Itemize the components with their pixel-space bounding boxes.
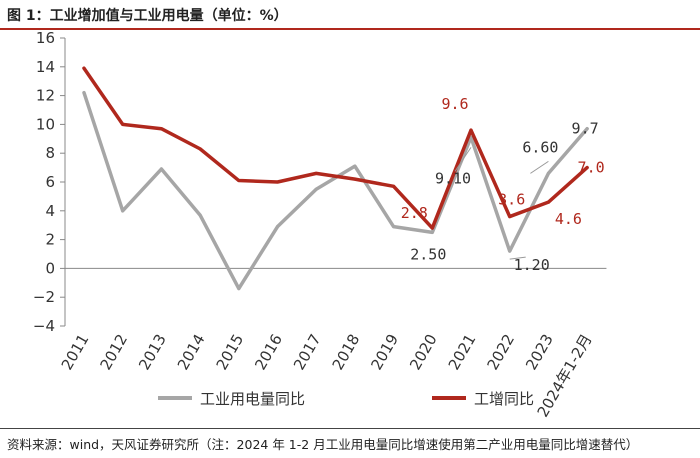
legend: 工业用电量同比 工增同比 bbox=[158, 390, 534, 408]
electricity-point bbox=[121, 209, 125, 213]
y-tick-label: 8 bbox=[45, 144, 55, 162]
industrial-point bbox=[121, 122, 125, 126]
y-tick-label: 14 bbox=[36, 58, 55, 76]
footer-divider bbox=[0, 428, 700, 429]
chart-title: 图 1：工业增加值与工业用电量（单位：%） bbox=[7, 8, 288, 24]
y-tick-label: −2 bbox=[33, 288, 55, 306]
electricity-point bbox=[198, 213, 202, 217]
electricity-point bbox=[159, 167, 163, 171]
electricity-point bbox=[314, 187, 318, 191]
electricity-point bbox=[392, 225, 396, 229]
electricity-point bbox=[546, 171, 550, 175]
y-tick-label: 0 bbox=[45, 259, 55, 277]
x-tick-label: 2013 bbox=[135, 331, 170, 373]
industrial-point bbox=[392, 184, 396, 188]
y-tick-label: −4 bbox=[33, 317, 55, 335]
label-leader bbox=[509, 256, 526, 260]
industrial-value-added-line bbox=[82, 66, 589, 230]
y-axis-ticks: 16 14 12 10 8 6 4 2 0 −2 −4 bbox=[33, 29, 65, 335]
x-tick-label: 2022 bbox=[483, 331, 518, 373]
industrial-point bbox=[353, 177, 357, 181]
industrial-point bbox=[585, 166, 589, 170]
y-tick-label: 2 bbox=[45, 231, 55, 249]
y-tick-label: 12 bbox=[36, 87, 55, 105]
axes bbox=[64, 38, 607, 326]
x-tick-label: 2018 bbox=[329, 331, 364, 373]
legend-label-electricity: 工业用电量同比 bbox=[200, 390, 305, 408]
industrial-data-label: 4.6 bbox=[555, 210, 582, 228]
label-leader bbox=[530, 160, 549, 174]
electricity-data-label: 1.20 bbox=[514, 256, 550, 274]
x-tick-label: 2020 bbox=[406, 331, 441, 373]
industrial-point bbox=[82, 66, 86, 70]
x-tick-label: 2015 bbox=[213, 331, 248, 373]
x-tick-label: 2021 bbox=[445, 331, 480, 373]
industrial-point bbox=[430, 226, 434, 230]
electricity-data-label: 9.10 bbox=[435, 169, 471, 187]
industrial-data-label: 9.6 bbox=[441, 95, 468, 113]
electricity-point bbox=[508, 249, 512, 253]
industrial-point bbox=[159, 127, 163, 131]
data-labels: 2.50 9.10 1.20 6.60 9.7 2.8 9.6 3.6 4.6 7.0 bbox=[401, 95, 605, 274]
source-note: 资料来源：wind，天风证券研究所（注：2024 年 1-2 月工业用电量同比增… bbox=[7, 437, 639, 452]
x-tick-label: 2012 bbox=[96, 331, 131, 373]
industrial-data-label: 3.6 bbox=[498, 191, 525, 209]
x-tick-label: 2017 bbox=[290, 331, 325, 373]
title-bar: 图 1：工业增加值与工业用电量（单位：%） bbox=[0, 0, 700, 30]
x-tick-label: 2023 bbox=[522, 331, 557, 373]
industrial-data-label: 2.8 bbox=[401, 204, 428, 222]
electricity-point bbox=[585, 127, 589, 131]
x-tick-label: 2019 bbox=[367, 331, 402, 373]
electricity-point bbox=[276, 225, 279, 229]
industrial-point bbox=[198, 147, 202, 151]
label-leader bbox=[454, 147, 472, 172]
y-tick-label: 4 bbox=[45, 202, 55, 220]
y-tick-label: 10 bbox=[36, 115, 55, 133]
electricity-data-label: 6.60 bbox=[522, 138, 558, 156]
y-tick-label: 6 bbox=[45, 173, 55, 191]
industrial-point bbox=[314, 171, 318, 175]
industrial-point bbox=[546, 200, 550, 204]
x-tick-label: 2014 bbox=[174, 331, 209, 373]
electricity-point bbox=[237, 287, 241, 291]
industrial-data-label: 7.0 bbox=[578, 159, 605, 177]
y-tick-label: 16 bbox=[36, 29, 55, 47]
industrial-point bbox=[237, 179, 241, 183]
electricity-point bbox=[430, 230, 434, 234]
electricity-point bbox=[353, 164, 357, 168]
x-tick-label: 2016 bbox=[251, 331, 286, 373]
electricity-data-label: 2.50 bbox=[410, 245, 446, 263]
legend-label-industrial: 工增同比 bbox=[474, 390, 534, 408]
series-lines bbox=[82, 66, 589, 291]
electricity-point bbox=[82, 91, 86, 95]
industrial-point bbox=[469, 128, 473, 132]
industrial-point bbox=[276, 180, 279, 184]
x-tick-label: 2011 bbox=[58, 331, 93, 373]
industrial-point bbox=[508, 215, 512, 219]
electricity-data-label: 9.7 bbox=[572, 120, 599, 138]
